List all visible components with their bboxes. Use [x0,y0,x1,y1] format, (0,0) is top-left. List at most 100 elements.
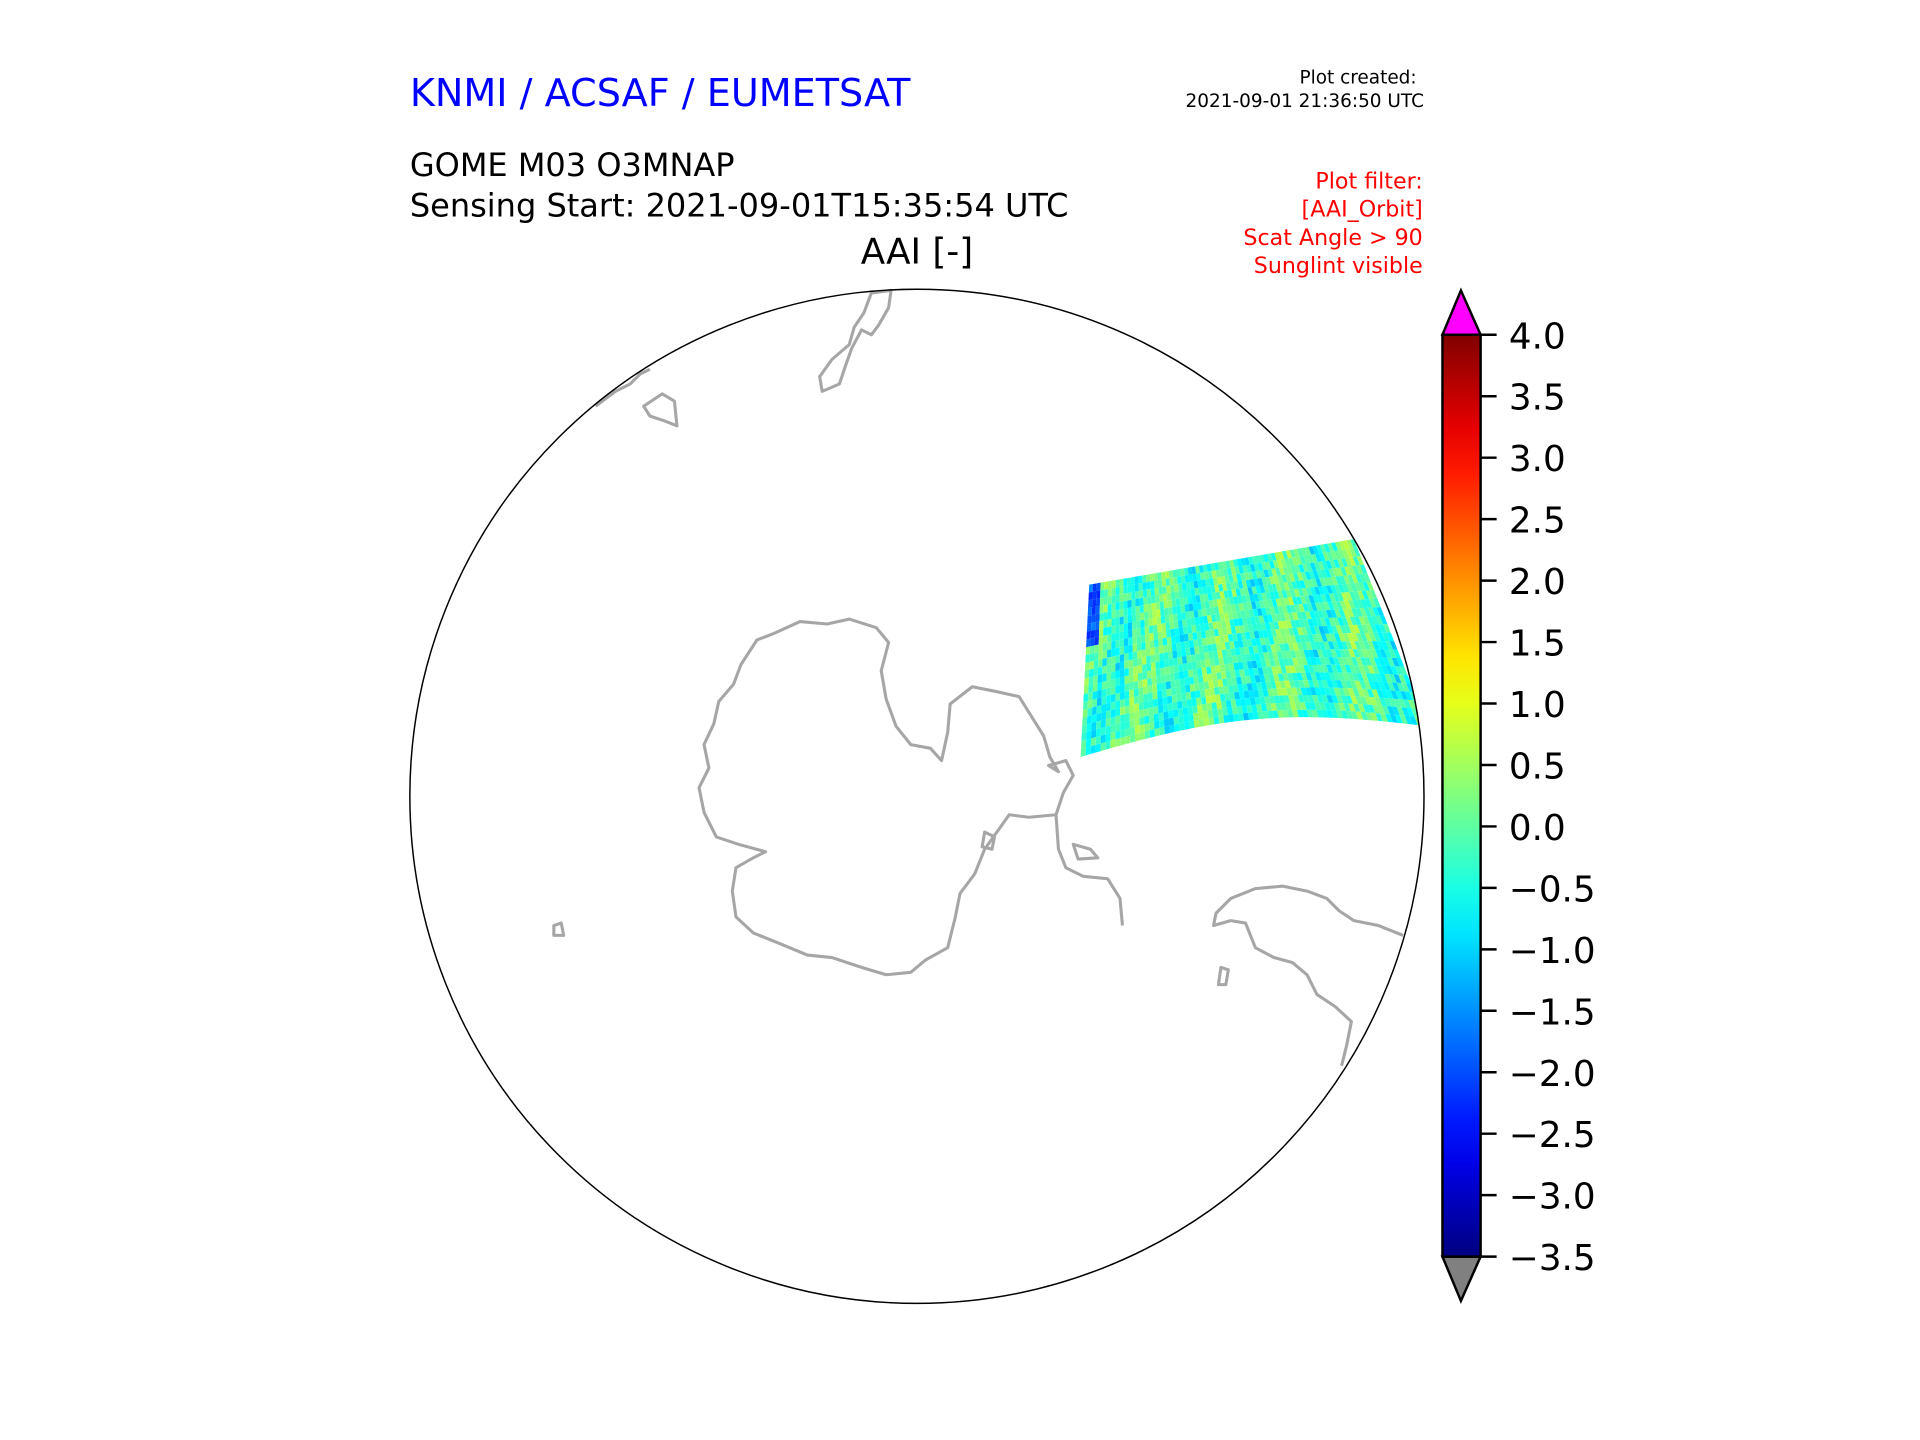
swath-cell [1206,666,1212,675]
swath-cell [1358,582,1366,592]
swath-cell [1102,657,1107,667]
swath-cell [1365,712,1374,721]
swath-cell [1334,609,1342,618]
swath-cell [1110,686,1116,696]
swath-cell [1406,707,1415,717]
swath-cell [1115,692,1121,702]
swath-cell [1328,672,1336,681]
swath-cell [1149,640,1155,649]
swath-cell [1343,575,1351,584]
swath-cell [1314,687,1322,696]
swath-cell [1262,689,1269,697]
swath-cell [1247,624,1254,632]
swath-cell [1134,710,1140,720]
swath-cell [1158,638,1163,647]
swath-cell [1173,664,1179,673]
swath-cell [1307,634,1315,643]
swath-cell [1212,577,1219,586]
swath-cell [1081,739,1087,750]
swath-cell [1204,600,1210,609]
swath-cell [1124,660,1129,670]
swath-cell [1285,650,1293,659]
swath-cell [1096,582,1101,592]
swath-cell [1320,633,1328,642]
swath-cell [1315,602,1322,611]
swath-cell [1241,595,1247,604]
swath-cell [1123,593,1128,602]
swath-cell [1167,695,1173,704]
swath-cell [1289,573,1296,582]
swath-cell [1301,627,1308,635]
swath-cell [1319,702,1327,711]
swath-cell [1163,718,1170,727]
swath-cell [1241,580,1248,589]
swath-cell [1362,616,1371,625]
swath-cell [1172,569,1178,578]
swath-cell [1336,710,1344,719]
swath-cell [1341,558,1349,568]
swath-cell [1184,721,1190,730]
swath-cell [1146,670,1152,679]
swath-cell [1283,695,1290,703]
swath-cell [1138,687,1144,696]
swath-cell [1276,651,1284,659]
swath-cell [1380,641,1389,650]
swath-cell [1404,715,1413,725]
swath-cell [1202,644,1209,653]
swath-cell [1124,682,1130,692]
swath-cell [1299,580,1306,589]
swath-cell [1291,672,1299,681]
swath-cell [1254,675,1261,683]
swath-cell [1179,722,1185,731]
swath-cell [1200,572,1206,581]
swath-cell [1172,709,1179,718]
swath-cell [1187,669,1194,678]
swath-cell [1403,699,1412,709]
coastline-island [980,830,997,851]
swath-cell [1308,546,1316,555]
swath-cell [1287,643,1295,651]
swath-cell [1310,642,1317,650]
swath-cell [1357,591,1365,600]
swath-cell [1257,711,1265,719]
swath-cell [1229,692,1236,701]
swath-cell [1351,608,1359,617]
swath-cell [1332,617,1340,626]
swath-cell [1251,682,1258,691]
swath-cell [1268,621,1276,630]
swath-cell [1095,605,1100,615]
swath-cell [1265,592,1272,600]
swath-cell [1409,716,1418,726]
swath-cell [1352,565,1360,575]
swath-cell [1119,684,1125,693]
swath-cell [1319,657,1327,665]
swath-cell [1347,633,1355,642]
swath-cell [1193,639,1199,648]
swath-cell [1316,694,1324,703]
colorbar-tick-label: 2.0 [1509,562,1566,603]
swath-cell [1100,742,1106,752]
swath-cell [1280,702,1288,711]
swath-cell [1123,585,1128,594]
swath-cell [1213,716,1220,725]
swath-cell [1228,663,1235,671]
swath-cell [1236,573,1242,582]
swath-cell [1225,582,1232,591]
swath-cell [1129,704,1135,713]
swath-cell [1290,604,1297,613]
swath-cell [1106,664,1112,674]
swath-cell [1131,599,1136,608]
swath-cell [1155,661,1161,670]
swath-cell [1149,721,1155,731]
swath-cell [1192,705,1198,714]
swath-cell [1210,585,1216,594]
swath-cell [1163,600,1169,609]
swath-cell [1330,585,1338,594]
swath-cell [1099,597,1104,606]
swath-cell [1349,664,1357,673]
swath-cell [1312,664,1320,673]
swath-cell [1273,575,1280,584]
swath-cell [1304,611,1312,620]
swath-cell [1159,719,1165,728]
swath-cell [1323,702,1332,711]
